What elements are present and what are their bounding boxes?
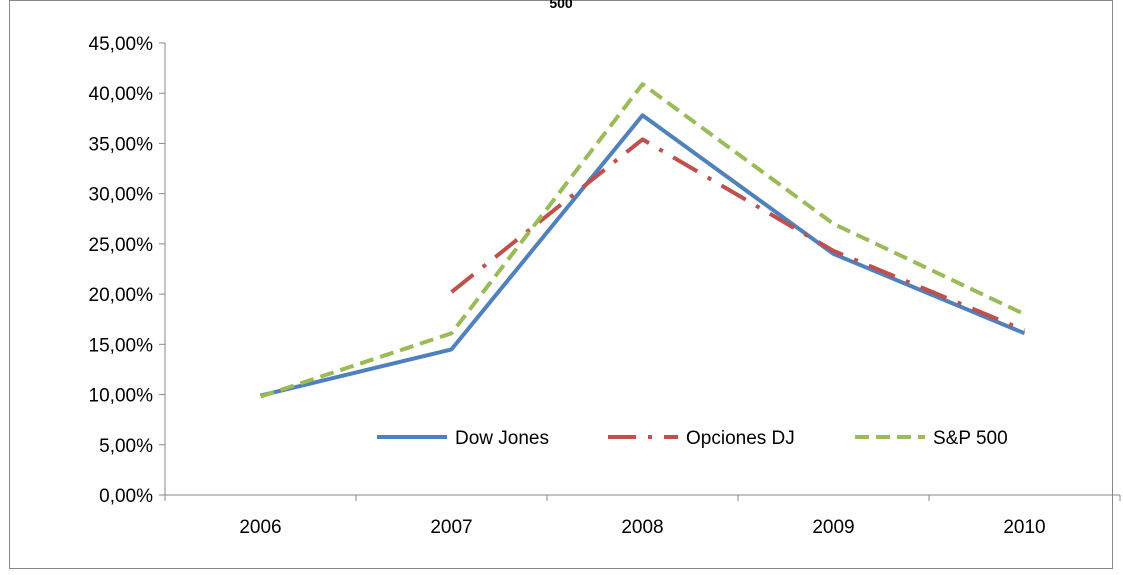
y-tick-label: 45,00%	[89, 34, 154, 55]
x-tick-label: 2009	[812, 517, 854, 538]
legend-label: Opciones DJ	[686, 428, 795, 449]
x-tick-label: 2010	[1003, 517, 1045, 538]
chart-border	[9, 0, 1113, 569]
y-tick-label: 0,00%	[99, 486, 153, 507]
series-line-1	[450, 137, 1026, 333]
legend-label: S&P 500	[933, 428, 1008, 449]
y-tick-label: 5,00%	[99, 436, 153, 457]
y-tick-label: 20,00%	[89, 285, 154, 306]
y-tick-label: 15,00%	[89, 335, 154, 356]
legend: Dow Jones Opciones DJ S&P 500	[377, 428, 1008, 449]
x-tick-label: 2008	[621, 517, 663, 538]
series-line-2	[259, 82, 1026, 399]
series-layer	[259, 82, 1026, 399]
axes: 0,00% 5,00% 10,00% 15,00% 20,00% 25,00% 30,00%…	[89, 34, 1121, 538]
y-tick-label: 25,00%	[89, 235, 154, 256]
y-tick-label: 35,00%	[89, 134, 154, 155]
y-tick-label: 40,00%	[89, 84, 154, 105]
y-tick-label: 30,00%	[89, 185, 154, 206]
x-tick-label: 2006	[239, 517, 281, 538]
y-tick-label: 10,00%	[89, 386, 154, 407]
legend-label: Dow Jones	[455, 428, 549, 449]
x-tick-label: 2007	[430, 517, 472, 538]
series-line-0	[260, 113, 1026, 398]
chart-title-fragment: 500	[549, 0, 573, 11]
